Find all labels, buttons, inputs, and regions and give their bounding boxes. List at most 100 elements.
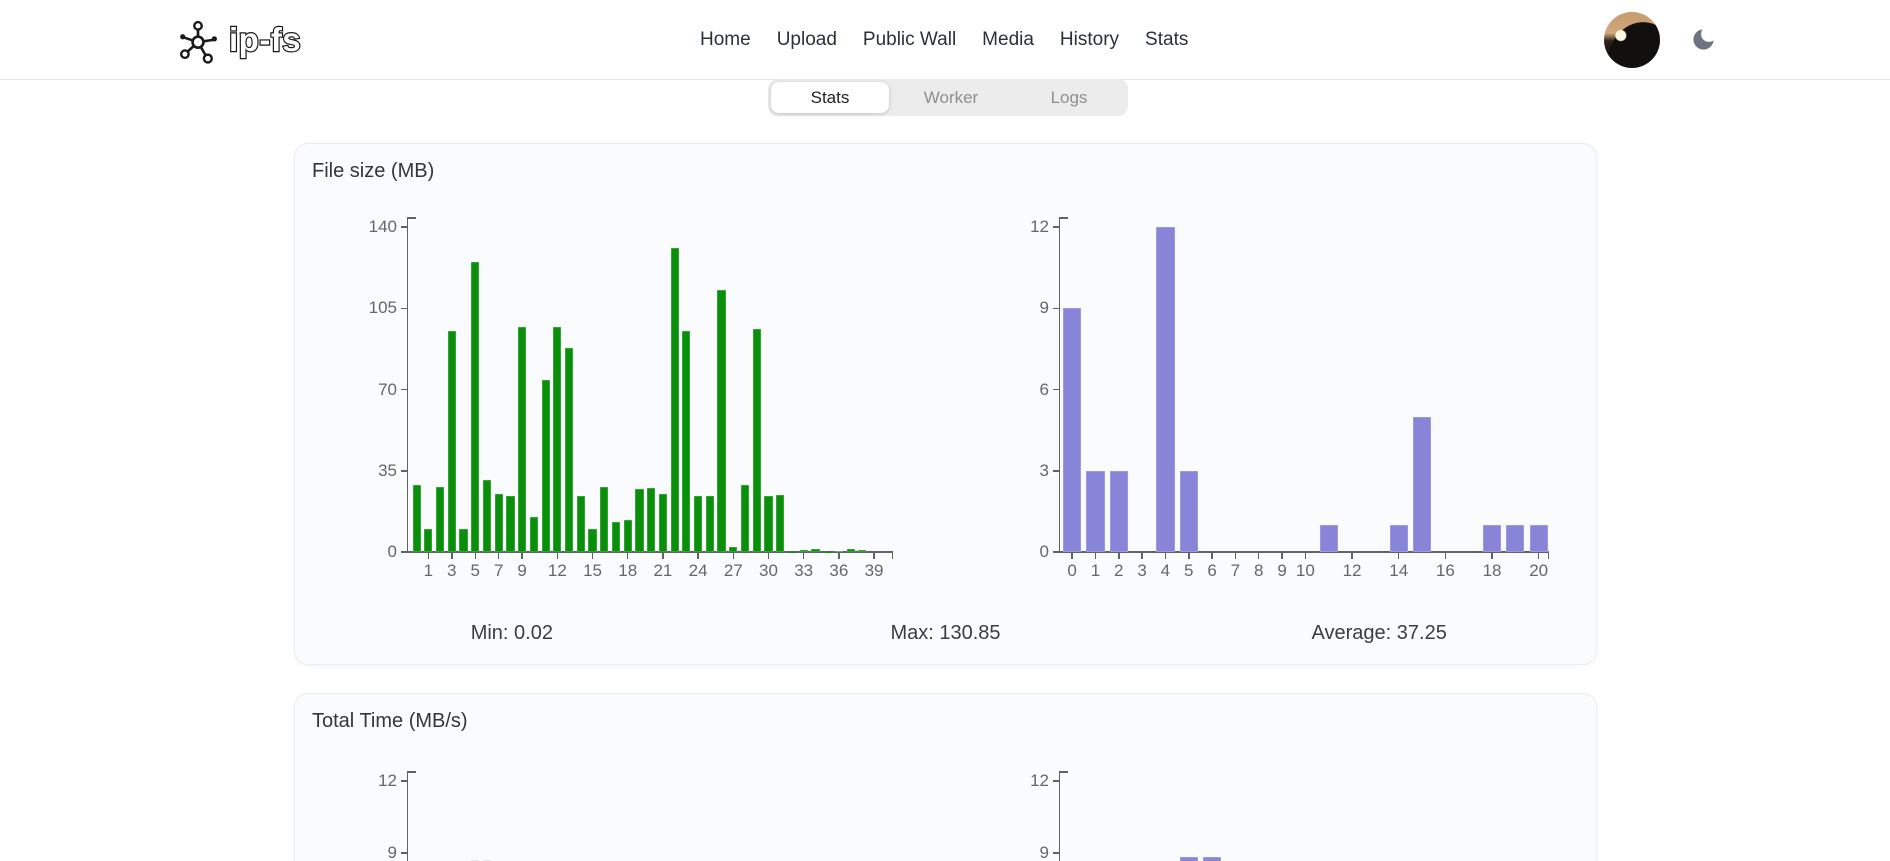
- x-tick: [591, 552, 594, 559]
- x-tick-label: 18: [1482, 561, 1502, 580]
- moon-icon: [1690, 26, 1717, 56]
- x-tick-label: 21: [653, 561, 673, 580]
- bar: [600, 487, 609, 552]
- file-size-bar-chart: 0 35 70 105 140 1 3 5 7 9 12 15 18 21 24 27 30 33 36 39: [295, 144, 1596, 664]
- x-tick: [802, 552, 805, 559]
- bar: [682, 331, 691, 552]
- nav-link-home[interactable]: Home: [700, 29, 751, 50]
- file-size-histogram-chart: 0 3 6 9 12 0 1 2 3 4 5 6 7 8 9 10 12 14 16 18 20: [295, 144, 1596, 664]
- y-tick: [401, 551, 408, 553]
- bar: [717, 289, 726, 552]
- nav-link-stats[interactable]: Stats: [1145, 29, 1189, 50]
- x-tick: [873, 552, 875, 559]
- x-tick: [697, 552, 699, 559]
- y-tick: [1053, 551, 1060, 553]
- x-tick: [1491, 552, 1493, 559]
- x-tick-label: 30: [759, 561, 778, 580]
- bar: [553, 326, 562, 552]
- x-tick: [1141, 552, 1143, 559]
- theme-toggle-button[interactable]: [1688, 26, 1718, 56]
- x-tick: [451, 552, 453, 559]
- x-tick: [1211, 552, 1213, 559]
- x-tick: [1188, 552, 1190, 559]
- x-tick-label: 3: [447, 561, 457, 580]
- card-title: Total Time (MB/s): [312, 710, 468, 732]
- total-time-histogram-chart: 9 12: [295, 694, 1596, 861]
- x-tick: [521, 552, 523, 559]
- bar: [471, 261, 480, 552]
- x-tick-label: 36: [829, 561, 849, 580]
- bar: [1202, 856, 1222, 861]
- y-axis-line: [1058, 217, 1060, 552]
- y-axis-cap: [406, 771, 416, 773]
- x-tick-label: 9: [517, 561, 527, 580]
- x-tick: [1071, 552, 1073, 559]
- bar: [1179, 470, 1198, 552]
- x-tick: [1444, 552, 1447, 559]
- x-axis-end-tick: [1547, 552, 1549, 559]
- x-tick-label: 16: [1435, 561, 1455, 580]
- x-tick-label: 12: [547, 561, 567, 580]
- y-tick: [401, 388, 408, 391]
- y-tick-label: 12: [1030, 217, 1049, 236]
- bar: [858, 550, 867, 552]
- x-tick-label: 7: [493, 561, 504, 580]
- x-tick: [732, 552, 735, 559]
- bar: [740, 484, 750, 552]
- bar: [670, 248, 679, 552]
- x-axis-end-tick: [891, 552, 893, 559]
- x-axis-line: [1058, 551, 1549, 553]
- x-tick-label: 14: [1389, 561, 1409, 580]
- bar: [1319, 524, 1338, 552]
- x-tick-label: 2: [1114, 561, 1124, 580]
- nav-link-media[interactable]: Media: [982, 29, 1034, 50]
- bar: [494, 493, 503, 552]
- x-tick: [1164, 552, 1167, 559]
- bar: [1506, 524, 1525, 552]
- file-size-card: File size (MB) 0 35 70 105 140 1 3 5 7 9 12 15 18 21 2…: [294, 143, 1597, 665]
- ipfs-node-icon: [175, 16, 221, 69]
- y-tick: [1053, 470, 1060, 472]
- x-tick: [1304, 552, 1307, 559]
- tab-logs[interactable]: Logs: [1050, 87, 1088, 107]
- bar: [518, 326, 527, 552]
- bar: [647, 488, 656, 552]
- bar: [658, 493, 668, 552]
- bar: [1389, 524, 1408, 552]
- x-tick-label: 1: [423, 561, 434, 580]
- x-tick-label: 27: [723, 561, 743, 580]
- x-tick: [1118, 552, 1120, 559]
- bar: [459, 528, 468, 552]
- logo[interactable]: ip-fs: [175, 16, 319, 69]
- x-tick: [767, 552, 770, 559]
- tab-stats[interactable]: Stats: [771, 82, 889, 113]
- stat-max: Max: 130.85: [890, 622, 1001, 644]
- header: ip-fs Home Upload Public Wall Media History S…: [0, 0, 1890, 80]
- bar: [1179, 856, 1198, 861]
- nav-link-upload[interactable]: Upload: [776, 29, 837, 50]
- x-tick-label: 6: [1207, 561, 1217, 580]
- nav-link-public-wall[interactable]: Public Wall: [862, 29, 957, 50]
- logo-text-glyphs: ip-fs: [229, 21, 301, 58]
- y-tick: [401, 226, 408, 228]
- main-nav: Home Upload Public Wall Media History Stats: [700, 0, 1188, 80]
- bar: [1482, 524, 1502, 552]
- y-tick-label: 9: [387, 843, 397, 861]
- y-tick: [1053, 388, 1060, 391]
- nav-link-history[interactable]: History: [1059, 29, 1120, 50]
- total-time-bar-chart: 9 12: [295, 694, 1596, 861]
- avatar[interactable]: [1604, 12, 1660, 68]
- x-tick: [1094, 552, 1097, 559]
- y-tick-label: 0: [1039, 542, 1049, 561]
- y-tick-label: 6: [1039, 379, 1049, 399]
- tab-worker[interactable]: Worker: [923, 87, 979, 107]
- x-tick: [474, 552, 476, 559]
- bar: [635, 489, 644, 552]
- x-tick: [1537, 552, 1540, 559]
- bar: [564, 347, 574, 552]
- x-tick-label: 9: [1277, 561, 1287, 580]
- y-axis-line: [1058, 771, 1060, 861]
- y-tick-label: 9: [1039, 298, 1049, 318]
- y-tick: [401, 780, 408, 782]
- bar: [694, 496, 703, 552]
